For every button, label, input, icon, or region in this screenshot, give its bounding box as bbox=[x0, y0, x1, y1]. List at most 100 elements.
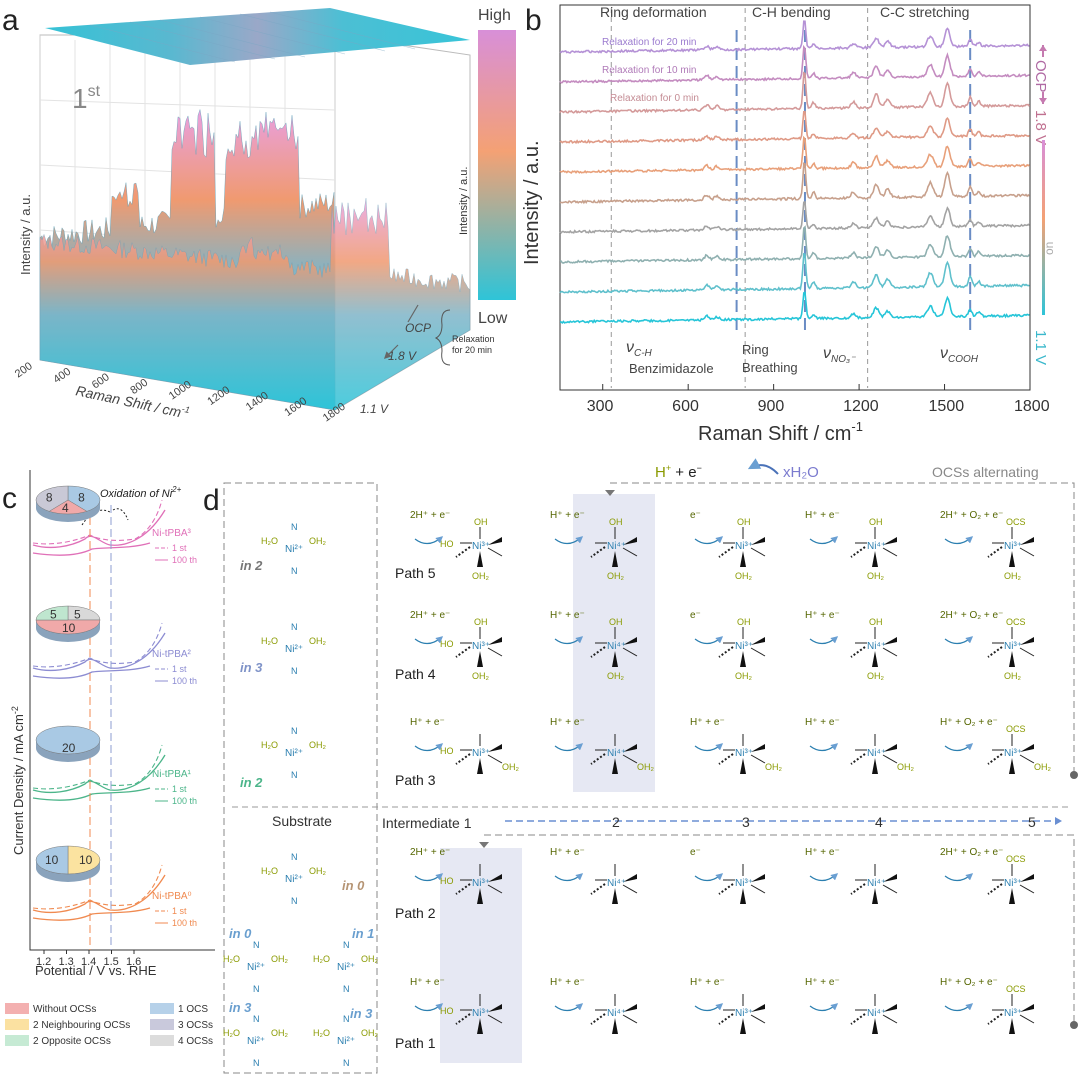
ligand: OH₂ bbox=[735, 671, 753, 681]
in-label: in 1 bbox=[352, 926, 374, 941]
panel-c-axes bbox=[29, 470, 215, 951]
bond bbox=[622, 754, 638, 764]
wedge-bond bbox=[477, 1018, 483, 1034]
ni-complex: Ni³⁺ OCS OH₂ bbox=[987, 724, 1052, 774]
ligand: OH₂ bbox=[309, 636, 327, 646]
ligand: OCS bbox=[1006, 617, 1026, 627]
tick-label: 1.6 bbox=[126, 956, 141, 968]
hash-bond bbox=[850, 546, 866, 558]
wedge-bond bbox=[488, 1004, 502, 1012]
ocs-arrow-upper bbox=[605, 490, 615, 496]
ligand: N bbox=[343, 1058, 350, 1068]
ligand: OH bbox=[737, 617, 751, 627]
ligand: H₂O bbox=[261, 636, 278, 646]
panel-b-region-labels: Ring deformation C-H bending C-C stretchin… bbox=[600, 4, 969, 20]
ocp-arrowheads bbox=[1039, 45, 1047, 104]
ligand: OH bbox=[869, 617, 883, 627]
ni-ion: Ni⁴⁺ bbox=[867, 641, 886, 652]
ligand: OH bbox=[869, 517, 883, 527]
pie-value: 10 bbox=[62, 621, 76, 635]
substrate-complex: Ni²⁺ N H₂O OH₂ N bbox=[261, 522, 327, 576]
panel-b-relax-labels: Relaxation for 20 min Relaxation for 10 m… bbox=[602, 37, 699, 104]
legend-1st: 1 st bbox=[172, 543, 187, 553]
wedge-bond bbox=[623, 744, 637, 752]
benzimidazole-label: Benzimidazole bbox=[629, 361, 714, 376]
ni-ion: Ni³⁺ bbox=[472, 878, 490, 889]
ligand: HO bbox=[440, 1006, 454, 1016]
hash-bond bbox=[590, 646, 606, 658]
v11-label-a: 1.1 V bbox=[360, 402, 389, 416]
cv-curve-1st bbox=[32, 864, 163, 910]
pie-value: 5 bbox=[74, 607, 81, 621]
step-arrow bbox=[809, 873, 839, 882]
wedge-bond bbox=[1020, 744, 1034, 752]
tick-label: 1200 bbox=[843, 398, 879, 415]
ligand: OH bbox=[609, 517, 623, 527]
wedge-bond bbox=[612, 651, 618, 667]
ni-ion: Ni²⁺ bbox=[285, 544, 303, 555]
ni-ion: Ni⁴⁺ bbox=[607, 878, 626, 889]
ligand: OH₂ bbox=[309, 866, 327, 876]
pie-slice bbox=[35, 485, 69, 512]
pie-value: 20 bbox=[62, 741, 76, 755]
ligand: H₂O bbox=[313, 1028, 330, 1038]
panel-b: b Ring deformation C-H bending C-C stretch… bbox=[521, 4, 1056, 445]
step-label: H⁺ + e⁻ bbox=[550, 610, 585, 621]
ni-ion: Ni³⁺ bbox=[1004, 1008, 1022, 1019]
ligand: OH bbox=[609, 617, 623, 627]
wedge-bond bbox=[740, 651, 746, 667]
panel-c-ylabel: Current Density / mA cm-2 bbox=[10, 706, 26, 855]
ni-complex: Ni⁴⁺ bbox=[590, 864, 638, 904]
ligand: OH₂ bbox=[309, 740, 327, 750]
step-label: e⁻ bbox=[690, 510, 701, 521]
hash-bond bbox=[987, 883, 1003, 895]
bond bbox=[882, 884, 898, 894]
ligand: HO bbox=[440, 639, 454, 649]
intermediate-5: 5 bbox=[1028, 814, 1036, 830]
ni-ion: Ni³⁺ bbox=[472, 748, 490, 759]
hash-bond bbox=[850, 753, 866, 765]
wedge-bond bbox=[872, 888, 878, 904]
ni-ion: Ni⁴⁺ bbox=[607, 641, 626, 652]
hash-bond bbox=[850, 646, 866, 658]
sample-name: Ni-tPBA² bbox=[152, 649, 192, 660]
ligand: OH bbox=[737, 517, 751, 527]
panel-b-xlabel: Raman Shift / cm-1 bbox=[698, 419, 863, 445]
ligand: OH₂ bbox=[607, 671, 625, 681]
bond bbox=[1019, 547, 1035, 557]
pie-slice bbox=[67, 605, 101, 621]
ligand: H₂O bbox=[261, 740, 278, 750]
ni-complex: Ni³⁺ OH OH₂ bbox=[718, 517, 766, 581]
ligand: OH₂ bbox=[472, 671, 490, 681]
in-label: in 0 bbox=[342, 878, 365, 893]
cv-curve-1st bbox=[32, 744, 163, 790]
step-arrow bbox=[554, 536, 584, 545]
wedge-bond bbox=[1009, 888, 1015, 904]
pie-slice bbox=[67, 845, 101, 875]
ligand: N bbox=[291, 622, 298, 632]
colorbar-label: Intensity / a.u. bbox=[458, 167, 470, 235]
ligand: N bbox=[343, 1014, 350, 1024]
ni-ion: Ni³⁺ bbox=[735, 541, 753, 552]
in-label: in 2 bbox=[240, 558, 263, 573]
hash-bond bbox=[987, 546, 1003, 558]
relax-brace bbox=[434, 309, 451, 366]
step-arrow bbox=[414, 1003, 444, 1012]
step-label: H⁺ + O₂ + e⁻ bbox=[940, 717, 998, 728]
relax-label: Relaxation for 0 min bbox=[610, 93, 699, 104]
cv-curve-100 bbox=[32, 754, 166, 801]
pie-slice bbox=[35, 619, 101, 635]
cv-curve-1st bbox=[32, 499, 163, 545]
wedge-bond bbox=[1009, 651, 1015, 667]
bond bbox=[622, 647, 638, 657]
ligand: OCS bbox=[1006, 724, 1026, 734]
v18-label-b: 1.8 V bbox=[1032, 110, 1049, 145]
ocs-arrow-lower bbox=[479, 842, 489, 848]
legend-label: 1 OCS bbox=[178, 1004, 208, 1015]
wedge-bond bbox=[477, 888, 483, 904]
colorbar-low: Low bbox=[478, 310, 508, 327]
step-arrow bbox=[944, 873, 974, 882]
step-label: H⁺ + e⁻ bbox=[690, 717, 725, 728]
step-arrow bbox=[809, 636, 839, 645]
